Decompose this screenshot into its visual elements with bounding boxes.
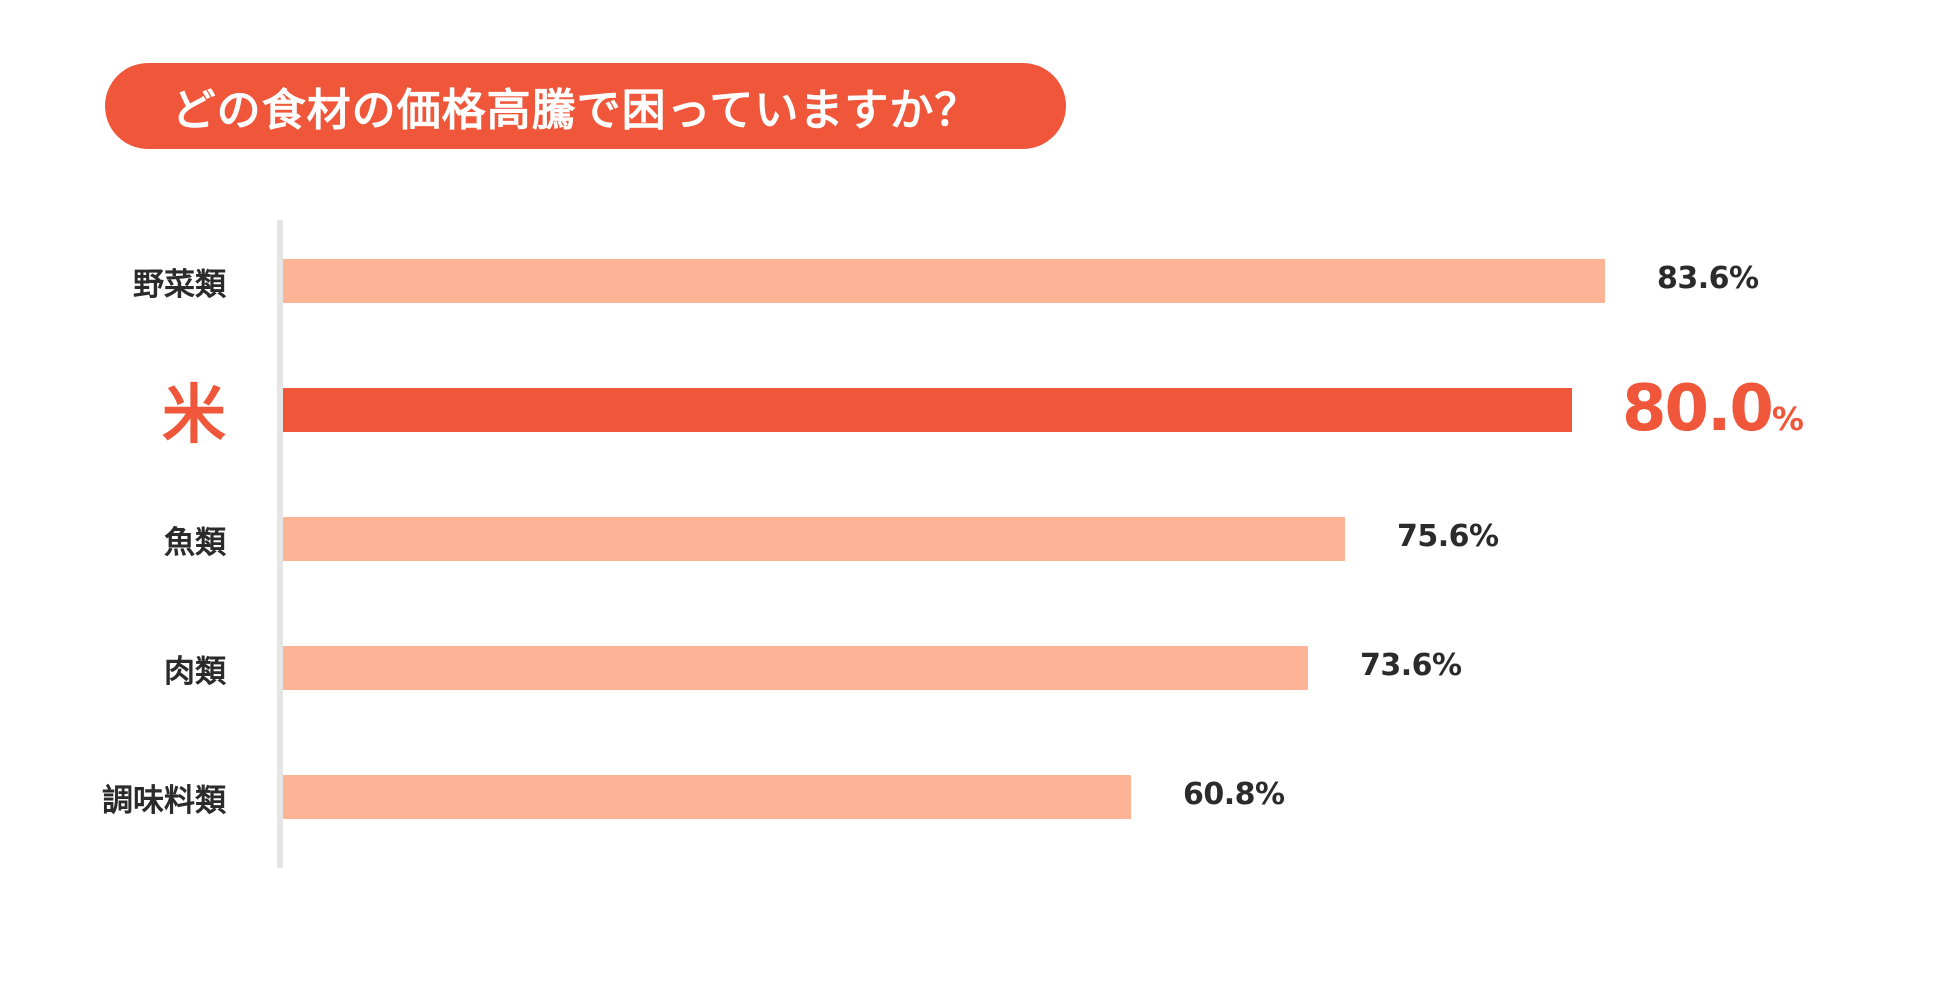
value-unit: % bbox=[1771, 400, 1804, 438]
chart-title: どの食材の価格高騰で困っていますか？ bbox=[171, 85, 980, 136]
value-number: 75.6 bbox=[1397, 519, 1470, 554]
value-label: 73.6% bbox=[1360, 648, 1462, 692]
bar-highlight bbox=[283, 388, 1572, 432]
value-label: 75.6% bbox=[1397, 519, 1499, 563]
category-label: 野菜類 bbox=[133, 266, 226, 303]
value-label: 80.0% bbox=[1622, 372, 1804, 446]
y-axis-line bbox=[277, 220, 283, 868]
category-label: 魚類 bbox=[164, 524, 226, 561]
value-unit: % bbox=[1432, 648, 1463, 683]
category-label: 肉類 bbox=[164, 653, 226, 690]
category-label: 米 bbox=[162, 379, 226, 453]
value-number: 83.6 bbox=[1657, 261, 1730, 296]
value-unit: % bbox=[1469, 519, 1500, 554]
value-label: 60.8% bbox=[1183, 777, 1285, 821]
value-label: 83.6% bbox=[1657, 261, 1759, 305]
bar bbox=[283, 646, 1308, 690]
value-unit: % bbox=[1729, 261, 1760, 296]
value-unit: % bbox=[1255, 777, 1286, 812]
category-label: 調味料類 bbox=[102, 782, 226, 819]
bar bbox=[283, 775, 1131, 819]
value-number: 80.0 bbox=[1622, 372, 1774, 446]
value-number: 60.8 bbox=[1183, 777, 1256, 812]
chart-title-pill: どの食材の価格高騰で困っていますか？ bbox=[105, 63, 1066, 149]
bar bbox=[283, 517, 1345, 561]
value-number: 73.6 bbox=[1360, 648, 1433, 683]
bar bbox=[283, 259, 1605, 303]
